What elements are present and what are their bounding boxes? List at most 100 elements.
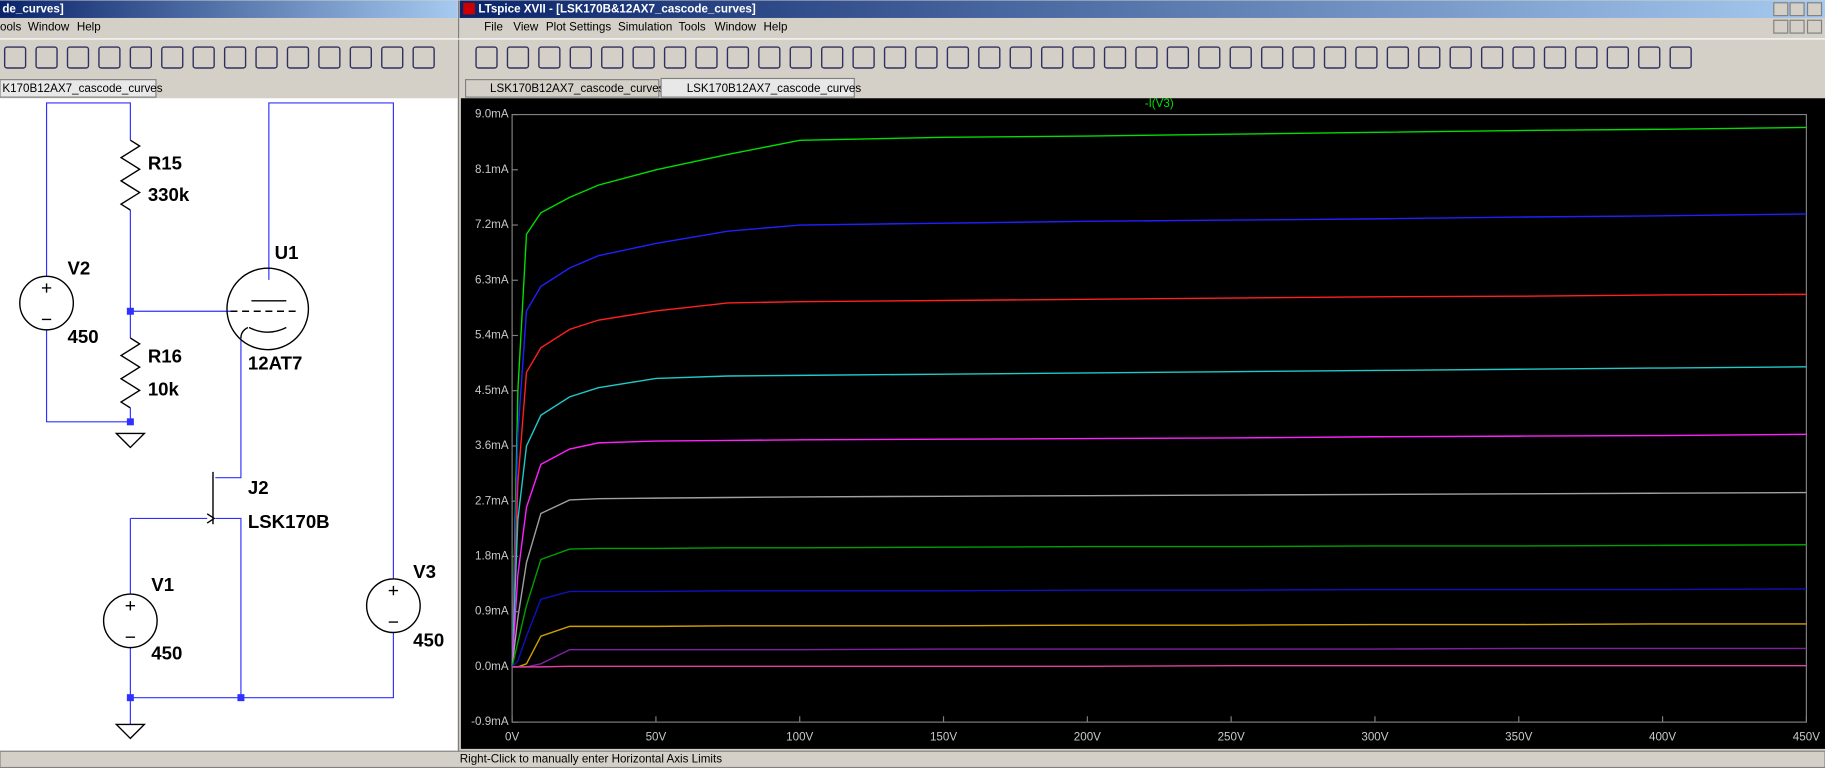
toolbar-button[interactable] [726,46,750,69]
toolbar-button[interactable] [161,46,184,69]
toolbar-button[interactable] [1638,46,1661,69]
right-title-bar [459,0,1825,18]
menu-item[interactable]: File [484,20,503,33]
toolbar-button[interactable] [1260,46,1284,69]
toolbar-button[interactable] [255,46,278,69]
toolbar-button[interactable] [1480,46,1504,69]
x-tick-label: 350V [1505,730,1532,743]
toolbar [3,46,1692,69]
toolbar-button[interactable] [318,46,341,69]
menu-item[interactable]: Window [28,20,70,33]
component-label: V3 [413,561,436,582]
toolbar-button[interactable] [538,46,561,69]
toolbar-button[interactable] [1669,46,1692,69]
trace [511,126,1807,667]
toolbar-button[interactable] [1135,46,1158,69]
toolbar-button[interactable] [821,46,844,69]
component-label: V1 [151,574,174,595]
y-tick-label: 0.9mA [475,605,509,618]
right-tab-active[interactable] [660,77,855,98]
toolbar-button[interactable] [286,46,310,69]
menu-item[interactable]: Tools [679,20,706,33]
schematic-area [0,98,458,752]
menu-item[interactable]: Help [77,20,101,33]
menu-item[interactable]: ools [0,20,22,33]
menu-item[interactable]: Help [764,20,788,33]
menu-item[interactable]: Simulation [618,20,672,33]
toolbar-button[interactable] [1512,46,1535,69]
toolbar-button[interactable] [3,46,27,69]
y-tick-label: 0.0mA [475,660,509,673]
trace [511,293,1807,667]
status-bar [0,750,1825,768]
toolbar-button[interactable] [1072,46,1095,69]
toolbar-button[interactable] [1040,46,1064,69]
left-title-bar [0,0,458,18]
toolbar-button[interactable] [129,46,153,69]
toolbar-button[interactable] [789,46,812,69]
toolbar-button[interactable] [601,46,624,69]
trace [512,664,1807,668]
y-tick-label: 9.0mA [475,108,509,121]
y-tick-label: 6.3mA [475,273,509,286]
toolbar-button[interactable] [1606,46,1629,69]
toolbar-button[interactable] [412,46,435,69]
toolbar-button[interactable] [1009,46,1032,69]
component-label: J2 [248,477,269,498]
toolbar-button[interactable] [475,46,498,69]
trace [512,647,1807,668]
toolbar-button[interactable] [1166,46,1190,69]
right-tab[interactable] [464,79,660,98]
toolbar-button[interactable] [915,46,938,69]
component-label: R16 [148,346,182,367]
toolbar-button[interactable] [1543,46,1567,69]
component-label: 12AT7 [248,353,302,374]
toolbar-button[interactable] [758,46,781,69]
toolbar-button[interactable] [569,46,592,69]
y-tick-label: 4.5mA [475,384,509,397]
schematic-drawing [19,102,421,740]
toolbar-button[interactable] [1229,46,1252,69]
component-label: 450 [413,630,444,651]
plot-background [460,98,1825,749]
toolbar-button[interactable] [192,46,215,69]
toolbar-button[interactable] [1386,46,1410,69]
toolbar-button[interactable] [1449,46,1472,69]
toolbar-button[interactable] [1323,46,1347,69]
component-label: U1 [275,242,299,263]
x-tick-label: 50V [646,730,667,743]
toolbar-button[interactable] [978,46,1001,69]
toolbar-button[interactable] [946,46,970,69]
toolbar-button[interactable] [1292,46,1315,69]
toolbar-button[interactable] [852,46,875,69]
toolbar-button[interactable] [695,46,718,69]
toolbar-button[interactable] [1103,46,1127,69]
toolbar-button[interactable] [1355,46,1378,69]
right-tab-label: LSK170B12AX7_cascode_curves [687,82,862,95]
y-tick-label: 3.6mA [475,439,509,452]
component-label: 450 [151,643,182,664]
toolbar-button[interactable] [883,46,907,69]
menu-item[interactable]: View [513,20,539,33]
component-label: 450 [68,326,99,347]
toolbar-button[interactable] [35,46,58,69]
toolbar-button[interactable] [223,46,247,69]
toolbar-button[interactable] [98,46,121,69]
toolbar-button[interactable] [632,46,655,69]
chart-title: -I(V3) [1145,97,1174,110]
toolbar-button[interactable] [381,46,404,69]
toolbar-button[interactable] [66,46,90,69]
left-tab[interactable] [0,79,157,98]
x-tick-label: 200V [1074,730,1101,743]
toolbar-button[interactable] [1575,46,1598,69]
toolbar-button[interactable] [349,46,372,69]
toolbar-button[interactable] [1418,46,1441,69]
toolbar-button[interactable] [663,46,687,69]
window-buttons[interactable] [1773,2,1823,34]
left-tab-label: K170B12AX7_cascode_curves [2,82,162,95]
menu-item[interactable]: Plot Settings [546,20,611,33]
toolbar-button[interactable] [1198,46,1221,69]
menu-item[interactable]: Window [715,20,757,33]
toolbar-button[interactable] [506,46,530,69]
